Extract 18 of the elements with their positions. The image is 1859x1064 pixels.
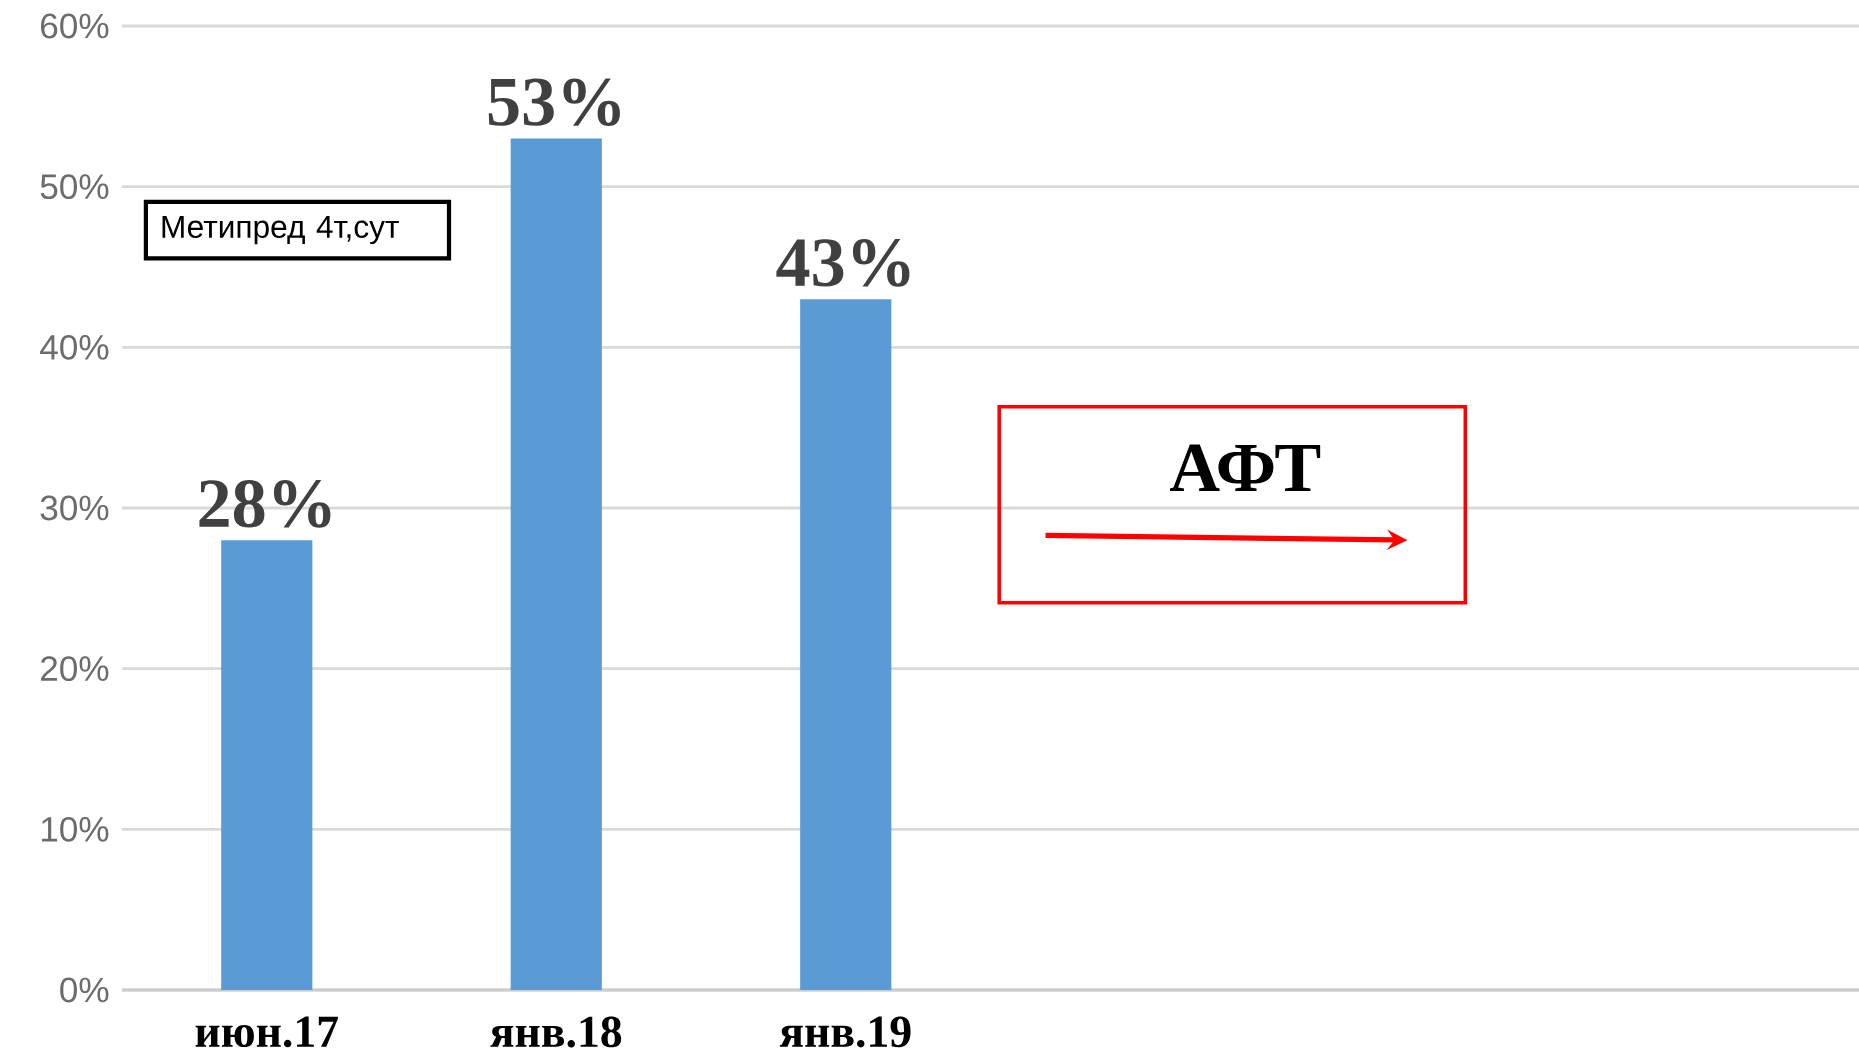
y-tick-label: 60% bbox=[41, 13, 109, 39]
y-tick-label: 30% bbox=[40, 495, 109, 521]
bar bbox=[221, 540, 313, 990]
data-label: 43% bbox=[776, 239, 910, 287]
data-label: 28% bbox=[199, 480, 331, 528]
y-tick-label: 0% bbox=[60, 977, 109, 1003]
y-tick-label: 50% bbox=[40, 174, 109, 200]
y-tick-label: 20% bbox=[41, 656, 109, 682]
y-tick-label: 10% bbox=[41, 816, 109, 842]
x-tick-label: янв.18 bbox=[490, 1016, 622, 1048]
y-tick-label: 40% bbox=[40, 334, 109, 360]
data-label: 53% bbox=[488, 78, 620, 127]
x-tick-label: июн.17 bbox=[195, 1016, 338, 1048]
annotation: Метипред 4т,сут bbox=[162, 215, 399, 245]
annotation: АФТ bbox=[1170, 444, 1321, 492]
x-tick-label: янв.19 bbox=[779, 1016, 911, 1048]
bar bbox=[800, 299, 892, 990]
bar bbox=[510, 138, 602, 990]
